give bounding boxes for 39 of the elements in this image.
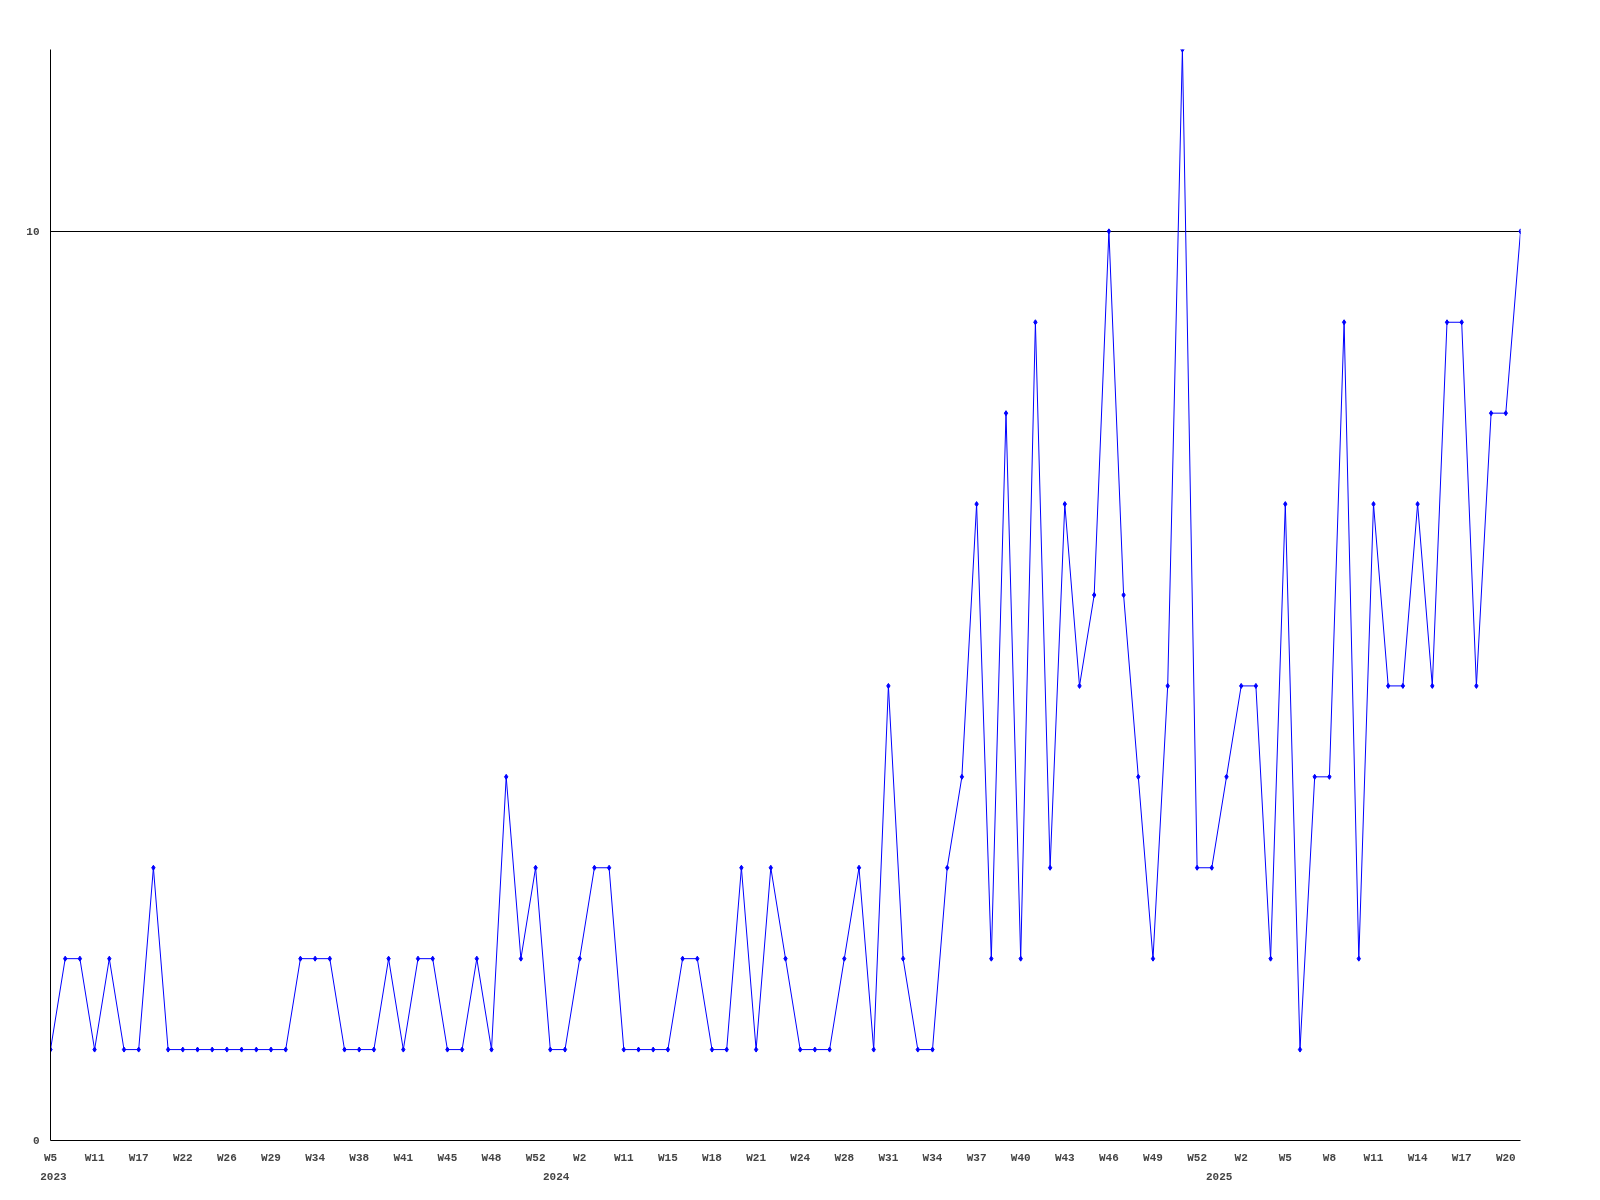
x-tick-label: W21: [746, 1151, 767, 1164]
x-tick-label: W37: [966, 1151, 987, 1164]
x-tick-label: W5: [1278, 1151, 1293, 1164]
x-tick-label: W38: [349, 1151, 370, 1164]
x-tick-label: W26: [217, 1151, 237, 1164]
x-tick-label: W48: [481, 1151, 502, 1164]
x-tick-label: W22: [172, 1151, 193, 1164]
x-tick-label: W14: [1407, 1151, 1428, 1164]
x-tick-label: W34: [922, 1151, 943, 1164]
x-tick-label: W20: [1495, 1151, 1516, 1164]
x-tick-label: W46: [1099, 1151, 1119, 1164]
x-tick-label: W49: [1143, 1151, 1163, 1164]
x-tick-label: W15: [658, 1151, 679, 1164]
x-tick-label: W34: [305, 1151, 326, 1164]
x-tick-label: W28: [834, 1151, 855, 1164]
text: 2023: [40, 1170, 68, 1183]
x-tick-label: W11: [1363, 1151, 1384, 1164]
y-tick-label: 0: [32, 1135, 40, 1147]
y-tick-label: 10: [26, 225, 40, 238]
x-tick-label: W18: [702, 1151, 723, 1164]
x-tick-label: W43: [1054, 1151, 1076, 1164]
x-tick-label: W2: [1234, 1151, 1248, 1164]
x-tick-label: W40: [1010, 1151, 1031, 1164]
x-tick-label: W11: [613, 1151, 635, 1164]
x-tick-label: W2: [573, 1151, 587, 1164]
x-tick-label: W29: [261, 1151, 281, 1164]
x-tick-label: W24: [790, 1151, 811, 1164]
x-tick-label: W17: [128, 1151, 149, 1164]
x-tick-label: W52: [1187, 1151, 1208, 1164]
x-tick-label: W31: [878, 1151, 899, 1164]
x-tick-label: W52: [525, 1151, 546, 1164]
x-tick-label: W5: [43, 1151, 58, 1164]
x-tick-label: W17: [1451, 1151, 1472, 1164]
x-tick-label: W11: [84, 1151, 105, 1164]
x-tick-label: W41: [393, 1151, 414, 1164]
x-tick-label: W8: [1322, 1151, 1337, 1164]
text: 2025: [1205, 1170, 1233, 1183]
x-tick-label: W45: [437, 1151, 458, 1164]
text: 2024: [542, 1170, 570, 1183]
